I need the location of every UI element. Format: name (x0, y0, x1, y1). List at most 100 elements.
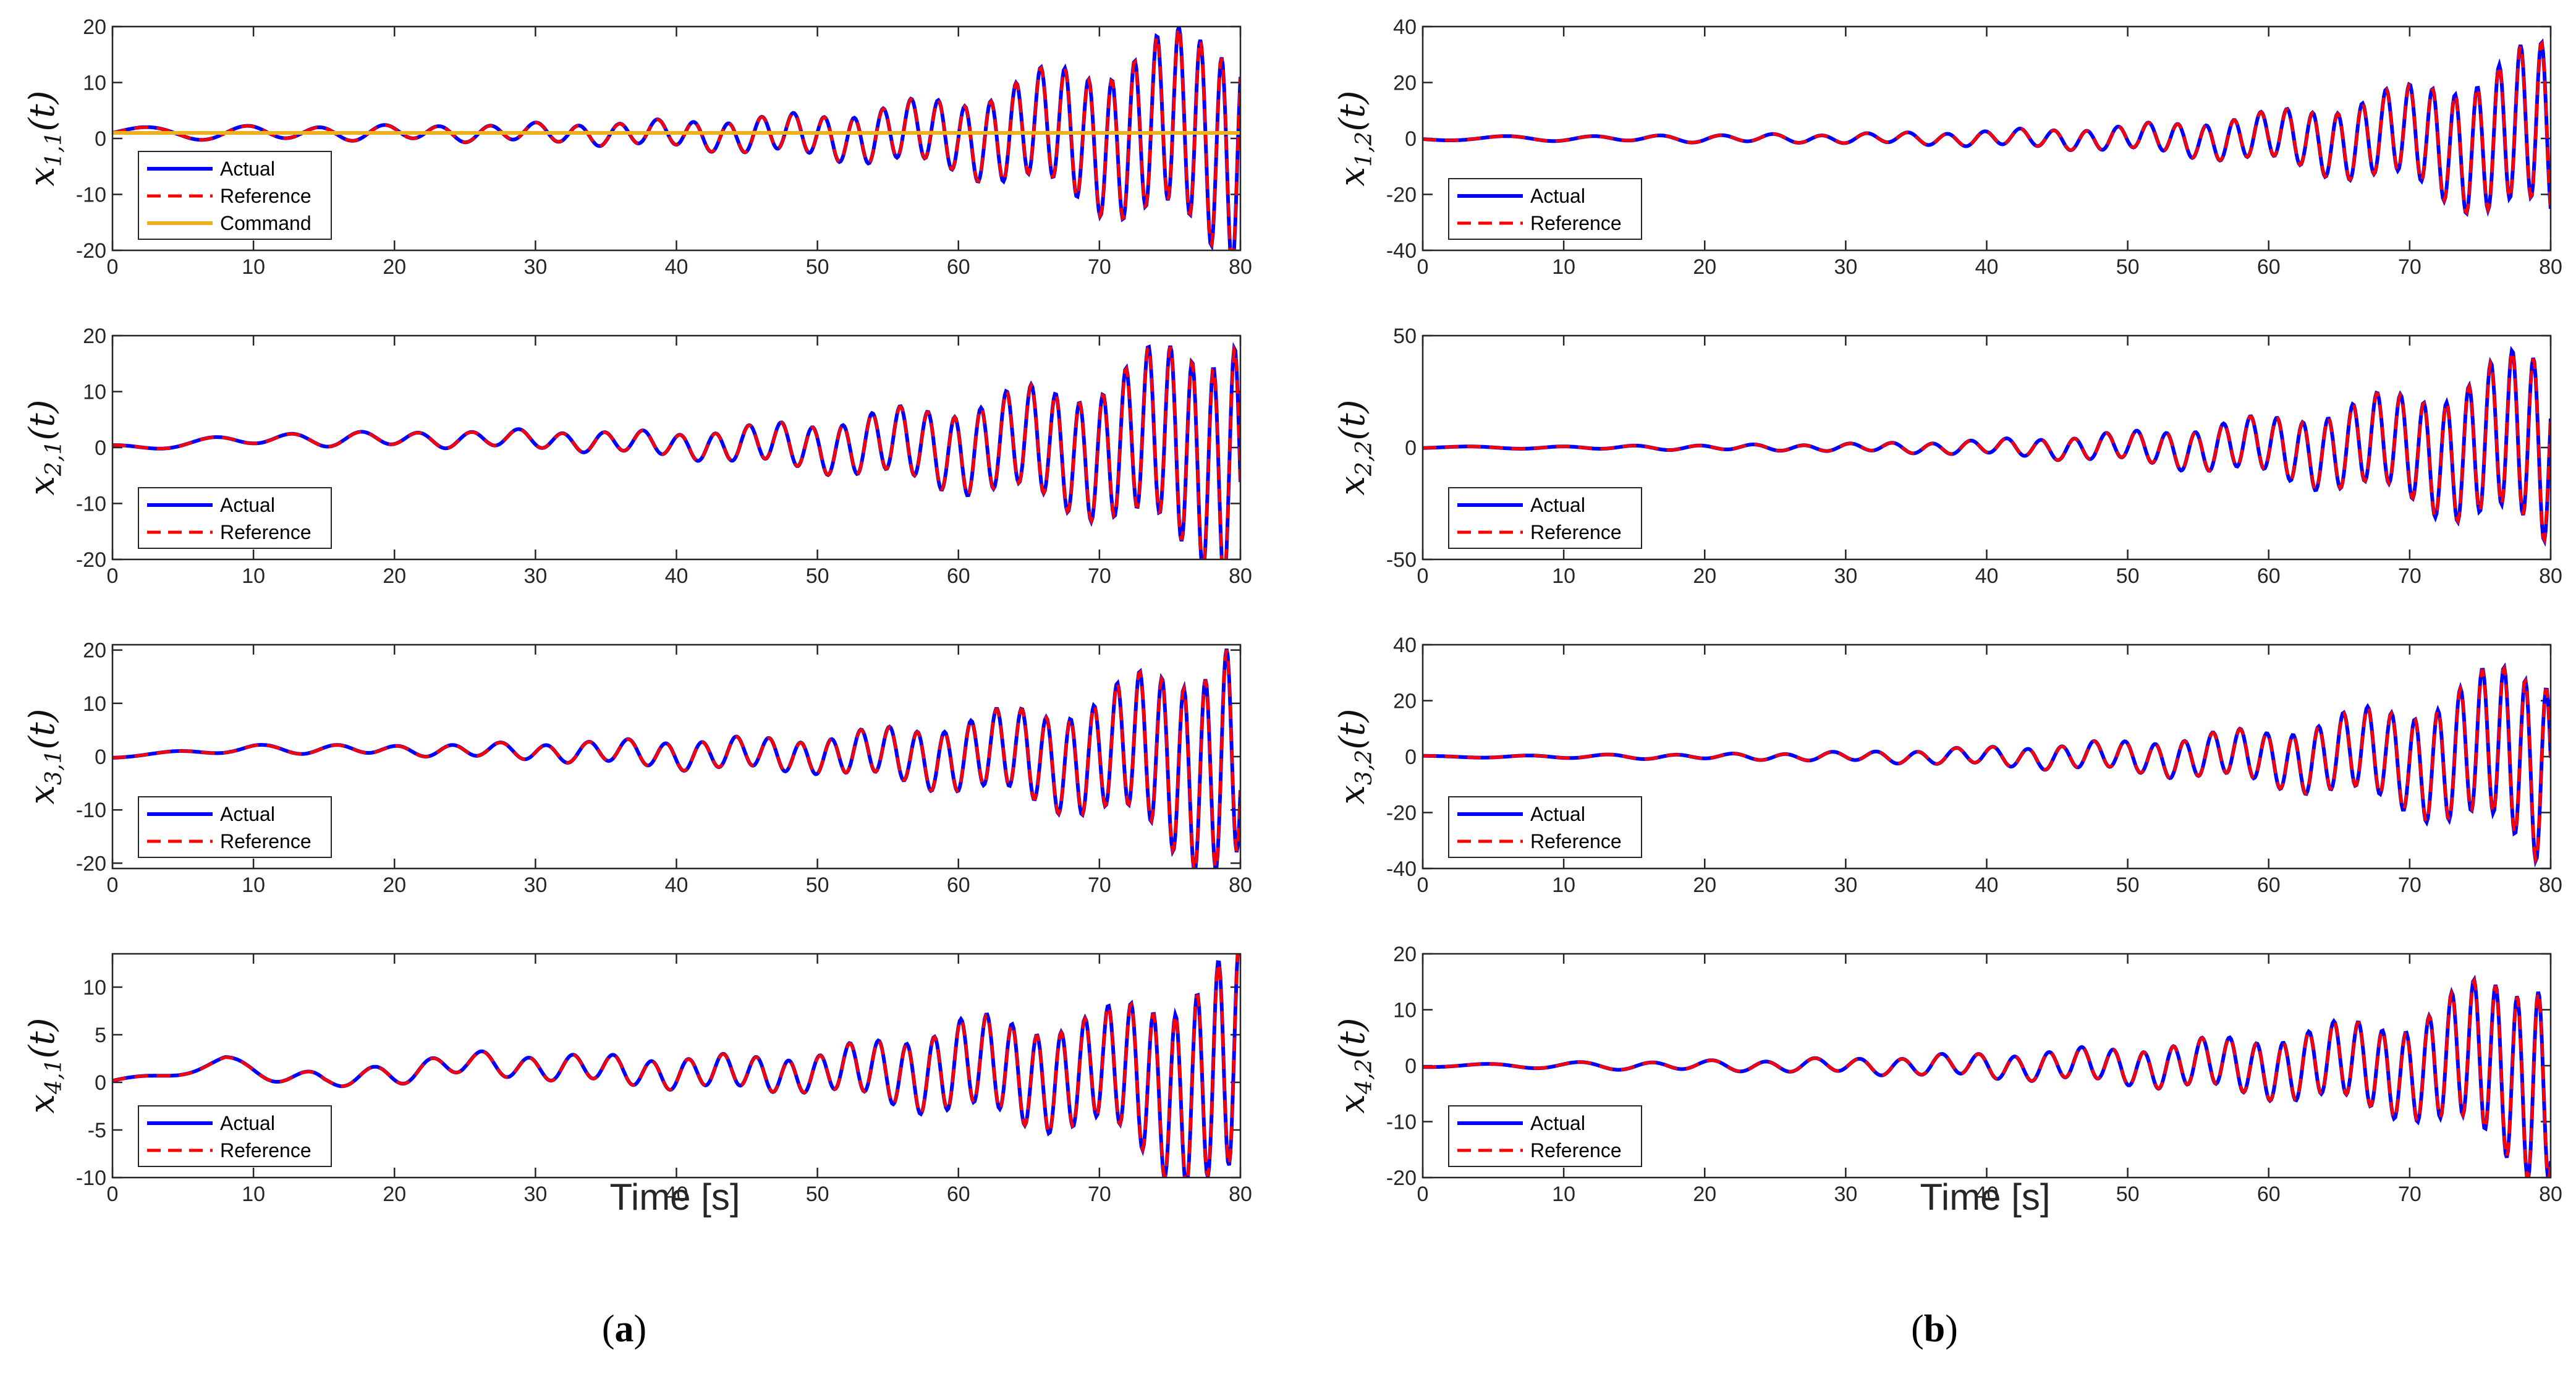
legend-label-reference: Reference (1530, 1139, 1622, 1162)
y-tick-label: -50 (1386, 548, 1417, 572)
legend-box (1448, 178, 1642, 240)
x-tick-label: 10 (242, 1183, 265, 1206)
x-tick-label: 60 (2257, 255, 2281, 279)
legend-box (138, 796, 332, 858)
subplot-x12: 0 10 20 30 40 50 60 70 80 -40 -20 0 20 40 x1,2(t) Actua… (1332, 15, 2562, 279)
x-tick-label: 0 (1417, 255, 1429, 279)
series-reference (112, 27, 1240, 250)
y-tick-label: -10 (76, 799, 106, 822)
subplot-x21: 0 10 20 30 40 50 60 70 80 -20 -10 0 10 20 x2,1(t) Actua… (22, 325, 1252, 588)
y-tick-label: -10 (76, 1166, 106, 1190)
x-tick-label: 40 (1975, 873, 1999, 897)
x-tick-label: 0 (1417, 1183, 1429, 1206)
axes-frame (1421, 334, 2552, 561)
series-reference (1423, 347, 2551, 545)
y-tick-label: -20 (1386, 802, 1417, 825)
x-tick-label: 50 (806, 873, 829, 897)
y-tick-label: 10 (83, 976, 106, 1000)
x-tick-label: 70 (1088, 255, 1111, 279)
x-tick-label: 10 (242, 255, 265, 279)
y-tick-label: 20 (83, 15, 106, 39)
legend-box (138, 1105, 332, 1167)
legend-box (1448, 1105, 1642, 1167)
plot-area (1423, 38, 2551, 217)
plot-area (112, 27, 1240, 250)
x-tick-label: 80 (2539, 873, 2562, 897)
legend: Actual Reference (1448, 1105, 1642, 1167)
x-tick-label: 70 (2398, 255, 2421, 279)
x-tick-label: 60 (2257, 1183, 2281, 1206)
x-tick-label: 30 (1834, 873, 1857, 897)
x-tick-label: 40 (1975, 1183, 1999, 1206)
y-tick-label: 0 (1405, 745, 1417, 769)
x-tick-label: 70 (2398, 873, 2421, 897)
legend-label-actual: Actual (1530, 1112, 1585, 1134)
subplot-x42: 0 10 20 30 40 50 60 70 80 -20 -10 0 10 20 x4,2(t) Actua… (1332, 943, 2562, 1206)
legend-label-reference: Reference (1530, 830, 1622, 852)
x-tick-label: 50 (2116, 873, 2140, 897)
x-tick-label: 0 (1417, 564, 1429, 588)
x-tick-label: 80 (2539, 255, 2562, 279)
axes-frame (1421, 953, 2552, 1179)
x-tick-label: 20 (383, 1183, 406, 1206)
y-tick-label: -10 (76, 184, 106, 207)
x-tick-label: 70 (1088, 1183, 1111, 1206)
series-reference (1423, 976, 2551, 1178)
y-tick-label: -20 (76, 548, 106, 572)
y-axis-label: x2,1(t) (22, 399, 67, 495)
x-tick-label: 30 (523, 255, 547, 279)
y-axis-label: x4,2(t) (1332, 1017, 1377, 1113)
legend: Actual Reference (1448, 178, 1642, 240)
plot-area (112, 648, 1240, 868)
plot-area (1423, 662, 2551, 868)
y-axis-label: x3,1(t) (22, 708, 67, 804)
legend-label-reference: Reference (220, 1139, 311, 1162)
series-reference (112, 344, 1240, 559)
legend: Actual Reference (138, 796, 332, 858)
legend-label-actual: Actual (1530, 185, 1585, 207)
x-tick-label: 50 (806, 564, 829, 588)
legend: Actual Reference (138, 1105, 332, 1167)
y-tick-label: 0 (95, 1071, 106, 1095)
legend-box (1448, 487, 1642, 549)
x-tick-label: 30 (523, 564, 547, 588)
series-reference (112, 954, 1240, 1178)
x-tick-label: 50 (806, 1183, 829, 1206)
x-tick-label: 60 (947, 1183, 970, 1206)
x-tick-label: 10 (1552, 255, 1575, 279)
x-tick-label: 30 (1834, 255, 1857, 279)
x-tick-label: 50 (2116, 564, 2140, 588)
legend-label-command: Command (220, 212, 311, 234)
y-axis-label: x4,1(t) (22, 1017, 67, 1113)
legend-label-actual: Actual (220, 1112, 275, 1134)
x-tick-label: 80 (1229, 873, 1252, 897)
legend: Actual Reference Command (138, 151, 332, 240)
plot-area (1423, 346, 2551, 547)
y-tick-label: 10 (1393, 999, 1417, 1022)
legend-label-reference: Reference (220, 185, 311, 207)
legend: Actual Reference (1448, 796, 1642, 858)
subplot-x11: 0 10 20 30 40 50 60 70 80 -20 -10 0 10 20 x1,1(t) Actua… (22, 15, 1252, 279)
y-tick-label: 50 (1393, 325, 1417, 348)
y-tick-label: 20 (1393, 943, 1417, 966)
y-tick-label: 5 (95, 1024, 106, 1047)
y-tick-label: 0 (1405, 127, 1417, 151)
legend-label-reference: Reference (220, 830, 311, 852)
axes-frame (111, 953, 1242, 1179)
x-tick-label: 40 (665, 873, 688, 897)
x-tick-label: 20 (1693, 1183, 1716, 1206)
x-tick-label: 80 (1229, 255, 1252, 279)
x-tick-label: 30 (523, 873, 547, 897)
y-tick-label: -40 (1386, 857, 1417, 881)
xlabel-right: Time [s] (1920, 1176, 2050, 1218)
x-tick-label: 30 (523, 1183, 547, 1206)
x-tick-label: 0 (107, 873, 119, 897)
y-axis-label: x2,2(t) (1332, 399, 1377, 495)
y-tick-label: -40 (1386, 239, 1417, 263)
y-axis-label: x1,1(t) (22, 90, 67, 186)
legend-label-reference: Reference (1530, 212, 1622, 234)
subplot-x31: 0 10 20 30 40 50 60 70 80 -20 -10 0 10 20 x3,1(t) Actua… (22, 639, 1252, 897)
y-tick-label: 0 (95, 745, 106, 769)
plot-area (1423, 974, 2551, 1178)
y-tick-label: -10 (76, 493, 106, 516)
